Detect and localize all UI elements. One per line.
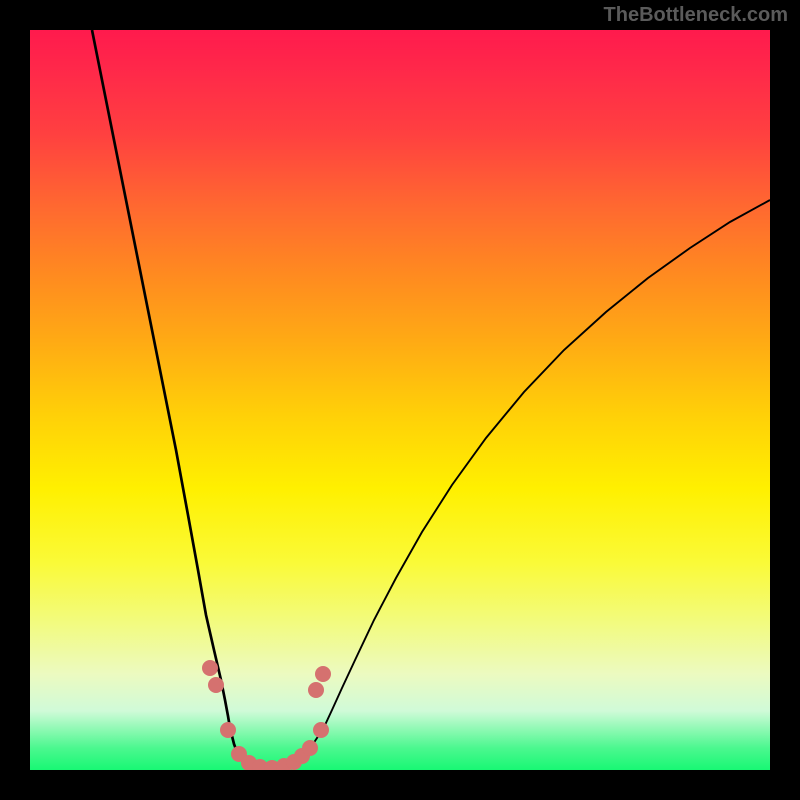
data-marker bbox=[308, 682, 324, 698]
curve-right-branch bbox=[270, 200, 770, 768]
data-marker bbox=[220, 722, 236, 738]
data-marker bbox=[202, 660, 218, 676]
curve-left-branch bbox=[92, 30, 270, 768]
data-marker bbox=[208, 677, 224, 693]
data-marker bbox=[315, 666, 331, 682]
data-marker bbox=[302, 740, 318, 756]
chart-svg bbox=[30, 30, 770, 770]
watermark-text: TheBottleneck.com bbox=[604, 4, 788, 27]
data-marker bbox=[313, 722, 329, 738]
plot-area bbox=[30, 30, 770, 770]
